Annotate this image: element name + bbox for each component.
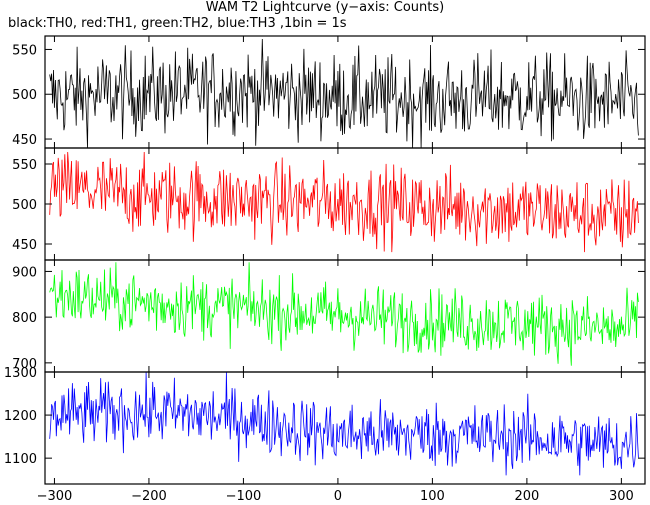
y-tick-label: 800: [12, 311, 37, 326]
chart-subtitle: black:TH0, red:TH1, green:TH2, blue:TH3 …: [8, 16, 347, 31]
y-tick-label: 700: [12, 357, 37, 372]
series-th0-line: [49, 38, 639, 148]
x-tick-label: −100: [226, 489, 262, 504]
x-tick-label: 200: [514, 489, 539, 504]
y-tick-label: 450: [12, 133, 37, 148]
series-th2-line: [49, 262, 639, 366]
x-tick-label: −300: [37, 489, 73, 504]
y-tick-label: 500: [12, 88, 37, 103]
series-th3-line: [49, 372, 639, 476]
chart-title: WAM T2 Lightcurve (y−axis: Counts): [205, 0, 445, 15]
y-tick-label: 500: [12, 198, 37, 213]
x-tick-label: 0: [334, 489, 342, 504]
y-tick-label: 900: [12, 265, 37, 280]
x-tick-label: 300: [609, 489, 634, 504]
x-tick-label: −200: [131, 489, 167, 504]
series-th1-line: [49, 151, 639, 253]
x-tick-label: 100: [420, 489, 445, 504]
y-tick-label: 550: [12, 158, 37, 173]
y-tick-label: 1300: [4, 366, 37, 381]
y-tick-label: 1100: [4, 452, 37, 467]
y-tick-label: 550: [12, 43, 37, 58]
panel-frame-th3: [44, 371, 646, 485]
y-tick-label: 450: [12, 238, 37, 253]
y-tick-label: 1200: [4, 409, 37, 424]
panel-frame-th1: [44, 147, 646, 261]
